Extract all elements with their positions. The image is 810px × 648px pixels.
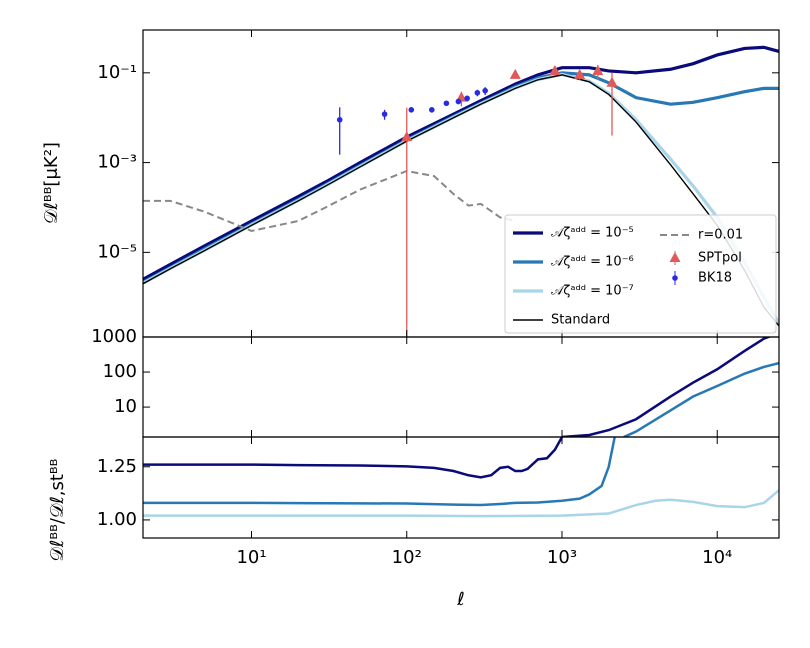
curve (143, 169, 516, 232)
curve (143, 45, 779, 281)
marker (509, 68, 521, 79)
legend-label: SPTpol (698, 251, 742, 266)
plot-area (143, 437, 779, 518)
marker (482, 87, 488, 94)
y-tick-label: 10⁻³ (97, 152, 137, 173)
y-tick-label: 1000 (91, 326, 137, 347)
legend-label: 𝒜ζᵃᵈᵈ = 10⁻⁵ (551, 226, 634, 241)
legend: 𝒜ζᵃᵈᵈ = 10⁻⁵ 𝒜ζᵃᵈᵈ = 10⁻⁶ 𝒜ζᵃᵈᵈ = 10⁻⁷ Stan… (504, 214, 777, 334)
marker (464, 95, 470, 102)
marker (549, 64, 561, 75)
plot-area (143, 45, 779, 337)
legend-label: 𝒜ζᵃᵈᵈ = 10⁻⁶ (551, 255, 634, 270)
marker (381, 111, 388, 117)
marker (606, 76, 618, 87)
y-tick-label: 1.00 (97, 509, 137, 530)
marker (574, 68, 586, 79)
marker (428, 107, 435, 113)
panel-frame (142, 336, 780, 438)
y-tick-label: 1.25 (97, 456, 137, 477)
legend-label: Standard (551, 313, 610, 328)
marker (592, 64, 604, 75)
curve (561, 337, 772, 437)
y-axis-label: 𝒟ℓᴮᴮ/𝒟ℓ,stᴮᴮ (47, 459, 68, 562)
y-tick-label: 10⁻⁵ (97, 241, 137, 262)
marker (408, 107, 415, 113)
curve (143, 74, 779, 327)
x-tick-label: 10⁴ (702, 547, 732, 568)
plot-area (561, 337, 779, 437)
x-tick-label: 10¹ (236, 547, 266, 568)
marker (455, 98, 462, 105)
curve (143, 437, 564, 479)
x-tick-label: 10² (392, 547, 422, 568)
marker (336, 116, 343, 123)
legend-label: r=0.01 (698, 228, 743, 243)
y-axis-label: 𝒟ℓᴮᴮ[μK²] (41, 142, 62, 224)
marker (401, 131, 413, 142)
y-tick-label: 10⁻¹ (97, 62, 137, 83)
curve (143, 489, 779, 518)
y-tick-label: 100 (103, 361, 137, 382)
legend-label: BK18 (698, 271, 732, 286)
marker (474, 89, 481, 96)
legend-swatch (669, 252, 681, 262)
legend-swatch (672, 275, 678, 281)
x-axis-label: ℓ (456, 589, 464, 610)
marker (443, 100, 450, 107)
curve (143, 437, 616, 507)
curve (623, 361, 779, 437)
y-tick-label: 10 (114, 396, 137, 417)
legend-frame (504, 214, 777, 334)
legend-label: 𝒜ζᵃᵈᵈ = 10⁻⁷ (551, 284, 634, 299)
panel-frame (142, 436, 780, 539)
x-tick-label: 10³ (547, 547, 577, 568)
